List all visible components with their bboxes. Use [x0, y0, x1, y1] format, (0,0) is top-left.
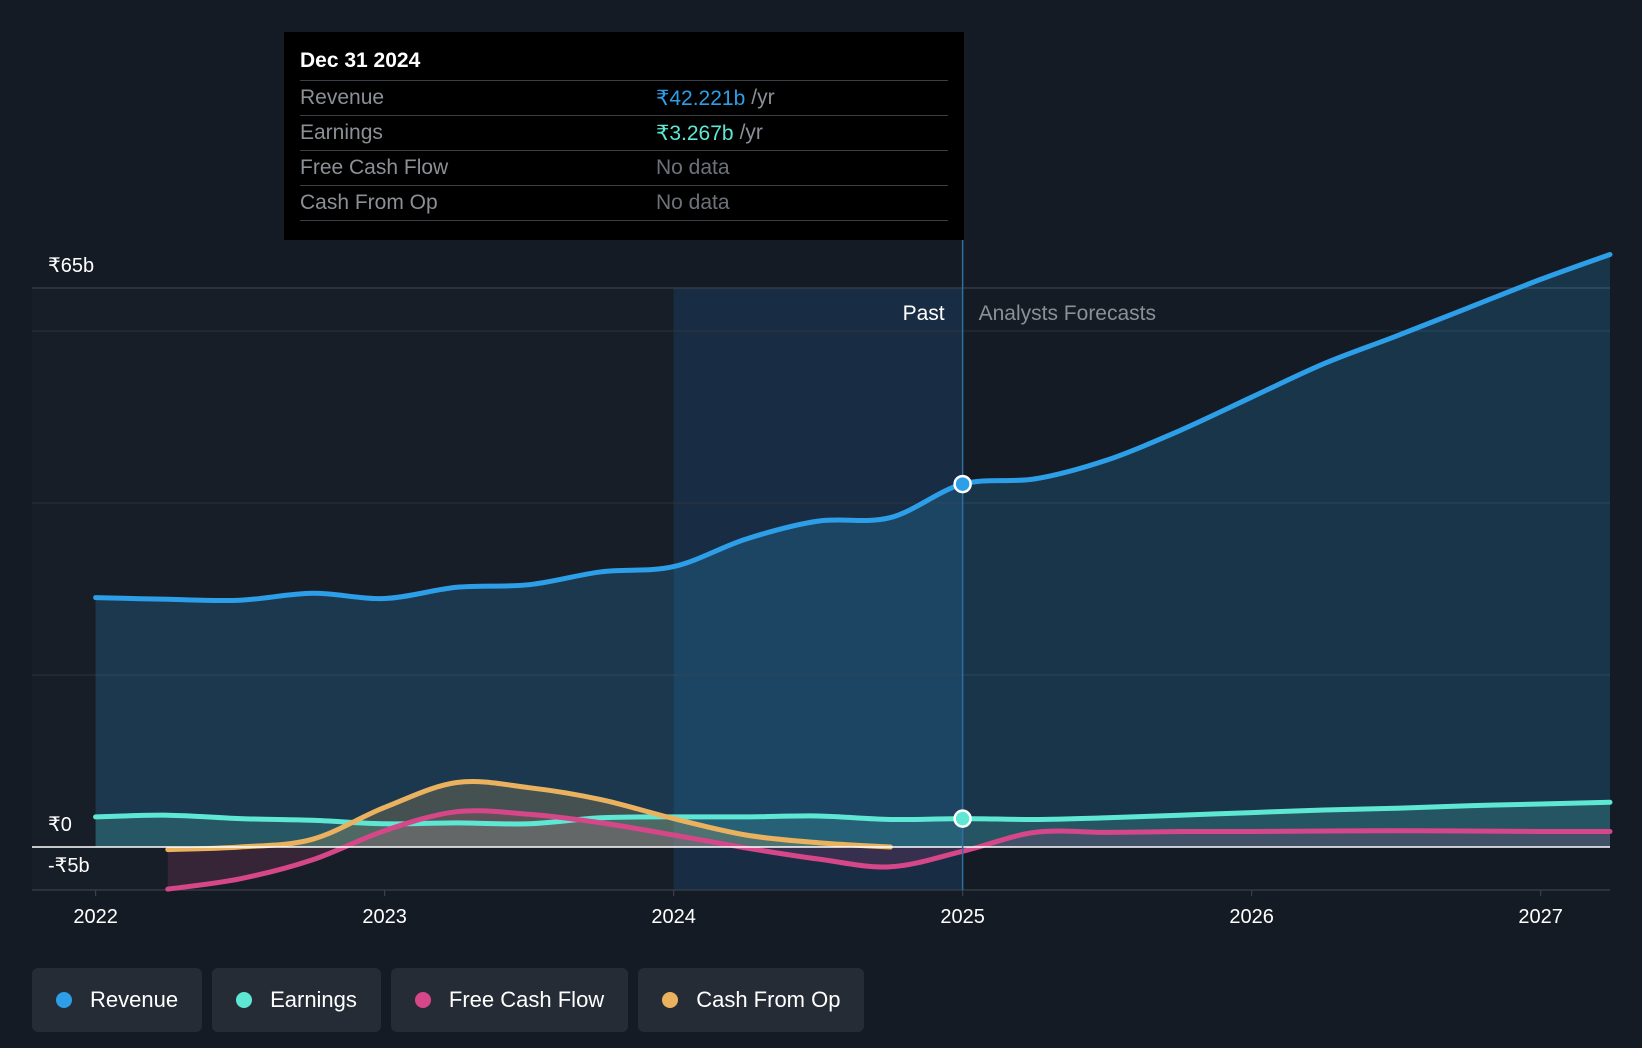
tooltip-label: Cash From Op — [300, 191, 438, 214]
x-tick-label: 2024 — [651, 906, 696, 928]
legend-item-earnings[interactable]: Earnings — [212, 968, 381, 1032]
tooltip-unit: /yr — [739, 121, 763, 144]
forecast-label: Analysts Forecasts — [979, 302, 1156, 325]
tooltip-label: Revenue — [300, 86, 385, 109]
legend-label: Revenue — [90, 987, 179, 1012]
legend-label: Cash From Op — [696, 987, 841, 1012]
tooltip-row-free-cash-flow: Free Cash Flow No data — [300, 150, 948, 185]
legend-item-cash-from-op[interactable]: Cash From Op — [638, 968, 865, 1032]
tooltip-row-earnings: Earnings ₹3.267b /yr — [300, 115, 948, 150]
markers — [953, 474, 972, 828]
tooltip: Dec 31 2024 Revenue ₹42.221b /yr Earning… — [284, 32, 964, 240]
legend-item-free-cash-flow[interactable]: Free Cash Flow — [390, 968, 629, 1032]
cash-from-op-line — [165, 778, 893, 853]
cash-from-op-dot-icon — [662, 992, 679, 1008]
revenue-area — [95, 254, 1611, 847]
y-tick-label: ₹0 — [48, 814, 72, 836]
x-tick-label: 2026 — [1229, 906, 1274, 928]
x-tick-label: 2023 — [362, 906, 407, 928]
y-tick-label: ₹65b — [48, 255, 94, 277]
tooltip-unit: /yr — [751, 86, 775, 109]
tooltip-value: No data — [656, 191, 730, 214]
tooltip-value: ₹42.221b — [656, 86, 746, 110]
x-tick-label: 2025 — [940, 906, 985, 928]
revenue-line — [93, 252, 1613, 604]
highlight-region — [673, 288, 963, 890]
series-lines — [93, 252, 1613, 892]
y-tick-label: -₹5b — [48, 855, 90, 877]
free-cash-flow-line — [165, 808, 1613, 892]
tooltip-label: Free Cash Flow — [300, 156, 449, 179]
past-label: Past — [903, 302, 945, 325]
tooltip-value: ₹3.267b — [656, 121, 734, 145]
revenue-dot-icon — [56, 992, 72, 1008]
x-tick-label: 2027 — [1518, 906, 1563, 928]
tooltip-row-revenue: Revenue ₹42.221b /yr — [300, 80, 948, 115]
free-cash-flow-dot-icon — [414, 992, 431, 1008]
tooltip-label: Earnings — [300, 121, 383, 144]
legend-item-revenue[interactable]: Revenue — [32, 968, 203, 1032]
earnings-dot-icon — [236, 992, 253, 1008]
tooltip-value: No data — [656, 156, 730, 179]
legend: Revenue Earnings Free Cash Flow Cash Fro… — [32, 968, 865, 1032]
free-cash-flow-area — [167, 810, 1610, 890]
x-tick-label: 2022 — [73, 906, 118, 928]
grid-lines — [32, 287, 1610, 891]
tooltip-date: Dec 31 2024 — [300, 49, 421, 72]
x-axis-labels: 2022 2023 2024 2025 2026 2027 — [73, 890, 1563, 928]
tooltip-row-cash-from-op: Cash From Op No data — [300, 185, 948, 221]
legend-label: Earnings — [270, 987, 357, 1012]
revenue-marker — [953, 474, 972, 494]
legend-label: Free Cash Flow — [448, 987, 605, 1012]
earnings-marker — [953, 809, 972, 828]
y-axis-labels: ₹65b ₹0 -₹5b — [48, 255, 94, 877]
